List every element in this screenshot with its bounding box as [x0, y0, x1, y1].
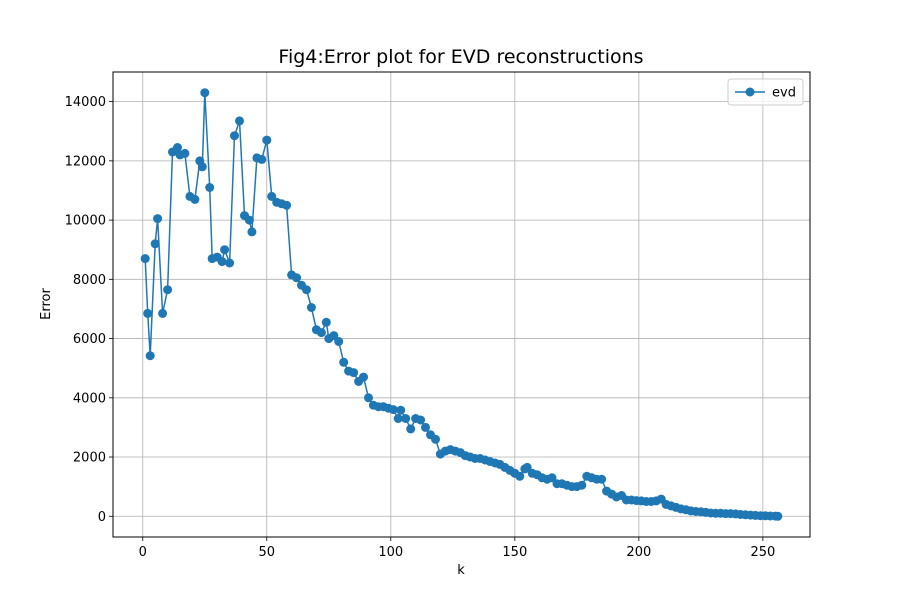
legend: evd — [727, 78, 804, 106]
y-tick-label: 0 — [98, 510, 106, 525]
data-point — [163, 285, 173, 295]
data-point — [401, 414, 411, 423]
data-point — [393, 414, 403, 423]
data-point — [359, 372, 368, 382]
data-point — [329, 331, 339, 341]
data-point — [190, 194, 200, 204]
data-point — [302, 285, 311, 295]
data-point — [150, 239, 160, 249]
data-point — [217, 257, 227, 267]
data-point — [577, 480, 587, 490]
x-tick-label: 200 — [626, 545, 651, 560]
data-point — [339, 357, 349, 367]
data-point — [292, 273, 302, 283]
data-point — [306, 303, 316, 312]
x-tick-label: 250 — [750, 545, 775, 560]
y-tick-label: 10000 — [65, 214, 106, 229]
data-point — [200, 88, 210, 98]
legend-label-evd: evd — [772, 86, 796, 101]
data-point — [140, 254, 150, 264]
x-tick-label: 150 — [502, 545, 527, 560]
y-tick-label: 4000 — [73, 391, 106, 406]
y-tick-label: 2000 — [73, 451, 106, 466]
data-point — [349, 368, 359, 378]
data-point — [267, 191, 277, 201]
data-point — [173, 143, 182, 152]
x-tick-label: 0 — [139, 545, 147, 560]
data-point — [316, 328, 326, 338]
plot-frame — [112, 71, 811, 538]
data-point — [364, 393, 373, 403]
axis-ticks: 0 50 100 150 200 250 0 2000 4000 6000 8000 10000 120… — [65, 95, 776, 560]
x-tick-label: 50 — [259, 545, 276, 560]
x-tick-label: 100 — [378, 545, 403, 560]
y-axis-label: Error — [39, 288, 54, 320]
data-point — [230, 131, 239, 141]
data-point — [235, 116, 244, 126]
legend-marker — [745, 87, 755, 97]
chart-title: Fig4:Error plot for EVD reconstructions — [278, 46, 643, 68]
data-point — [247, 227, 257, 237]
y-tick-label: 14000 — [65, 95, 106, 110]
y-tick-label: 8000 — [73, 273, 106, 288]
grid-lines — [113, 72, 810, 537]
data-point — [396, 405, 406, 415]
data-point — [257, 154, 267, 164]
data-point — [158, 308, 168, 318]
y-tick-label: 12000 — [65, 154, 106, 169]
data-point — [515, 471, 525, 481]
data-point — [547, 473, 557, 483]
data-point — [220, 245, 230, 255]
data-point — [244, 215, 254, 225]
data-point — [282, 200, 292, 210]
data-point — [153, 214, 163, 224]
data-point — [431, 434, 440, 444]
data-point — [388, 405, 398, 415]
data-point — [180, 148, 190, 158]
data-point — [262, 135, 272, 145]
data-point — [406, 424, 416, 434]
y-tick-label: 6000 — [73, 332, 106, 347]
data-point — [421, 422, 430, 432]
data-point — [773, 511, 783, 521]
x-axis-label: k — [457, 563, 465, 578]
data-point — [597, 474, 607, 484]
data-point — [225, 258, 235, 268]
data-point — [205, 183, 215, 192]
legend-box — [727, 78, 804, 106]
data-markers — [140, 88, 783, 521]
data-point — [143, 308, 153, 318]
data-point — [334, 337, 344, 346]
data-point — [321, 317, 331, 327]
data-point — [522, 462, 532, 472]
data-point — [416, 415, 426, 425]
data-point — [145, 351, 155, 361]
data-point — [197, 162, 207, 172]
